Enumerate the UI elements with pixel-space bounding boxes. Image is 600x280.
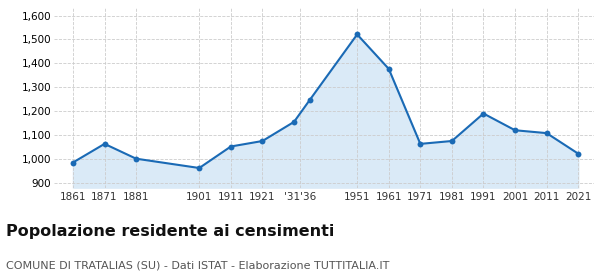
Point	[416, 142, 425, 146]
Point	[100, 142, 109, 146]
Point	[257, 139, 267, 143]
Point	[574, 151, 583, 156]
Point	[194, 166, 204, 170]
Point	[352, 32, 362, 37]
Point	[289, 120, 299, 124]
Text: Popolazione residente ai censimenti: Popolazione residente ai censimenti	[6, 224, 334, 239]
Point	[305, 98, 314, 102]
Point	[384, 67, 394, 71]
Point	[542, 131, 551, 135]
Point	[68, 160, 78, 165]
Text: COMUNE DI TRATALIAS (SU) - Dati ISTAT - Elaborazione TUTTITALIA.IT: COMUNE DI TRATALIAS (SU) - Dati ISTAT - …	[6, 260, 389, 270]
Point	[479, 111, 488, 116]
Point	[131, 157, 141, 161]
Point	[447, 139, 457, 143]
Point	[226, 144, 236, 149]
Point	[510, 128, 520, 132]
